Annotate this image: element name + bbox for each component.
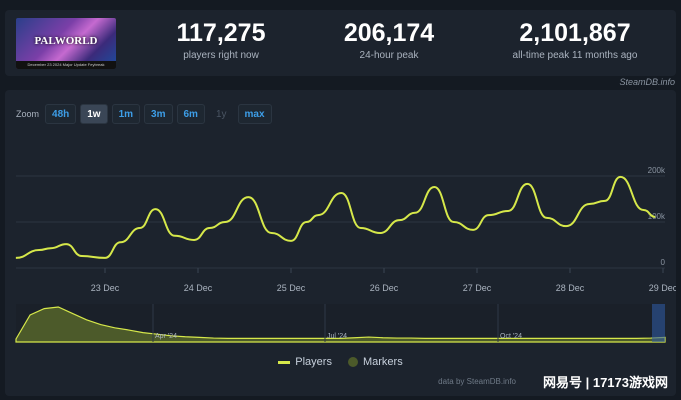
stat-value: 117,275 xyxy=(176,19,266,47)
y-tick-label: 100k xyxy=(648,212,666,221)
zoom-1w-button[interactable]: 1w xyxy=(80,104,108,124)
data-credit[interactable]: data by SteamDB.info xyxy=(438,377,516,386)
stat-label: all-time peak 11 months ago xyxy=(512,50,638,61)
steamdb-brand[interactable]: SteamDB.info xyxy=(619,77,675,87)
zoom-selector: Zoom 48h 1w 1m 3m 6m 1y max xyxy=(16,104,272,124)
navigator-range-handle[interactable] xyxy=(652,304,665,342)
stat-current-players: 117,275 players right now xyxy=(131,18,311,61)
legend-players-label: Players xyxy=(295,356,332,368)
navigator-label: Apr '24 xyxy=(155,333,177,340)
x-tick-label: 26 Dec xyxy=(370,283,399,293)
game-logo: PALWORLD xyxy=(34,35,98,47)
zoom-max-button[interactable]: max xyxy=(237,104,272,124)
zoom-label: Zoom xyxy=(16,109,40,119)
stat-label: 24-hour peak xyxy=(359,50,419,61)
zoom-1y-button: 1y xyxy=(209,104,234,124)
zoom-48h-button[interactable]: 48h xyxy=(45,104,77,124)
navigator-label: Jul '24 xyxy=(327,333,347,340)
players-series-line xyxy=(15,175,656,259)
navigator-series xyxy=(15,306,666,343)
markers-dot-icon xyxy=(347,357,358,367)
game-cover-image[interactable]: PALWORLD December 23 2024 Major Update F… xyxy=(16,18,116,69)
player-chart[interactable]: 0 100k 200k 23 Dec 24 Dec 25 Dec 26 Dec 27 Dec 2… xyxy=(5,90,676,350)
stat-all-time-peak: 2,101,867 all-time peak 11 months ago xyxy=(485,18,665,61)
legend: Players Markers xyxy=(5,356,676,368)
legend-players[interactable]: Players xyxy=(278,356,332,368)
stat-label: players right now xyxy=(183,50,259,61)
zoom-6m-button[interactable]: 6m xyxy=(176,104,205,124)
y-tick-label: 200k xyxy=(648,166,666,175)
stats-header: PALWORLD December 23 2024 Major Update F… xyxy=(5,10,676,76)
stat-24h-peak: 206,174 24-hour peak xyxy=(299,18,479,61)
navigator-label: Oct '24 xyxy=(500,333,522,340)
stat-value: 2,101,867 xyxy=(519,19,631,47)
chart-card: Zoom 48h 1w 1m 3m 6m 1y max 0 100k 200k 23 … xyxy=(5,90,676,396)
x-tick-label: 25 Dec xyxy=(277,283,306,293)
cover-caption: December 23 2024 Major Update Feybreak xyxy=(16,61,116,69)
players-line-icon xyxy=(278,360,291,364)
y-tick-label: 0 xyxy=(661,258,666,267)
zoom-1m-button[interactable]: 1m xyxy=(111,104,141,124)
x-tick-label: 28 Dec xyxy=(556,283,585,293)
watermark: 网易号 | 17173游戏网 xyxy=(542,375,668,390)
x-tick-label: 27 Dec xyxy=(463,283,492,293)
x-tick-label: 29 Dec xyxy=(649,283,676,293)
x-tick-label: 24 Dec xyxy=(184,283,213,293)
stat-value: 206,174 xyxy=(343,19,435,47)
x-tick-label: 23 Dec xyxy=(91,283,120,293)
zoom-3m-button[interactable]: 3m xyxy=(144,104,173,124)
legend-markers-label: Markers xyxy=(362,356,403,368)
legend-markers[interactable]: Markers xyxy=(347,356,403,368)
